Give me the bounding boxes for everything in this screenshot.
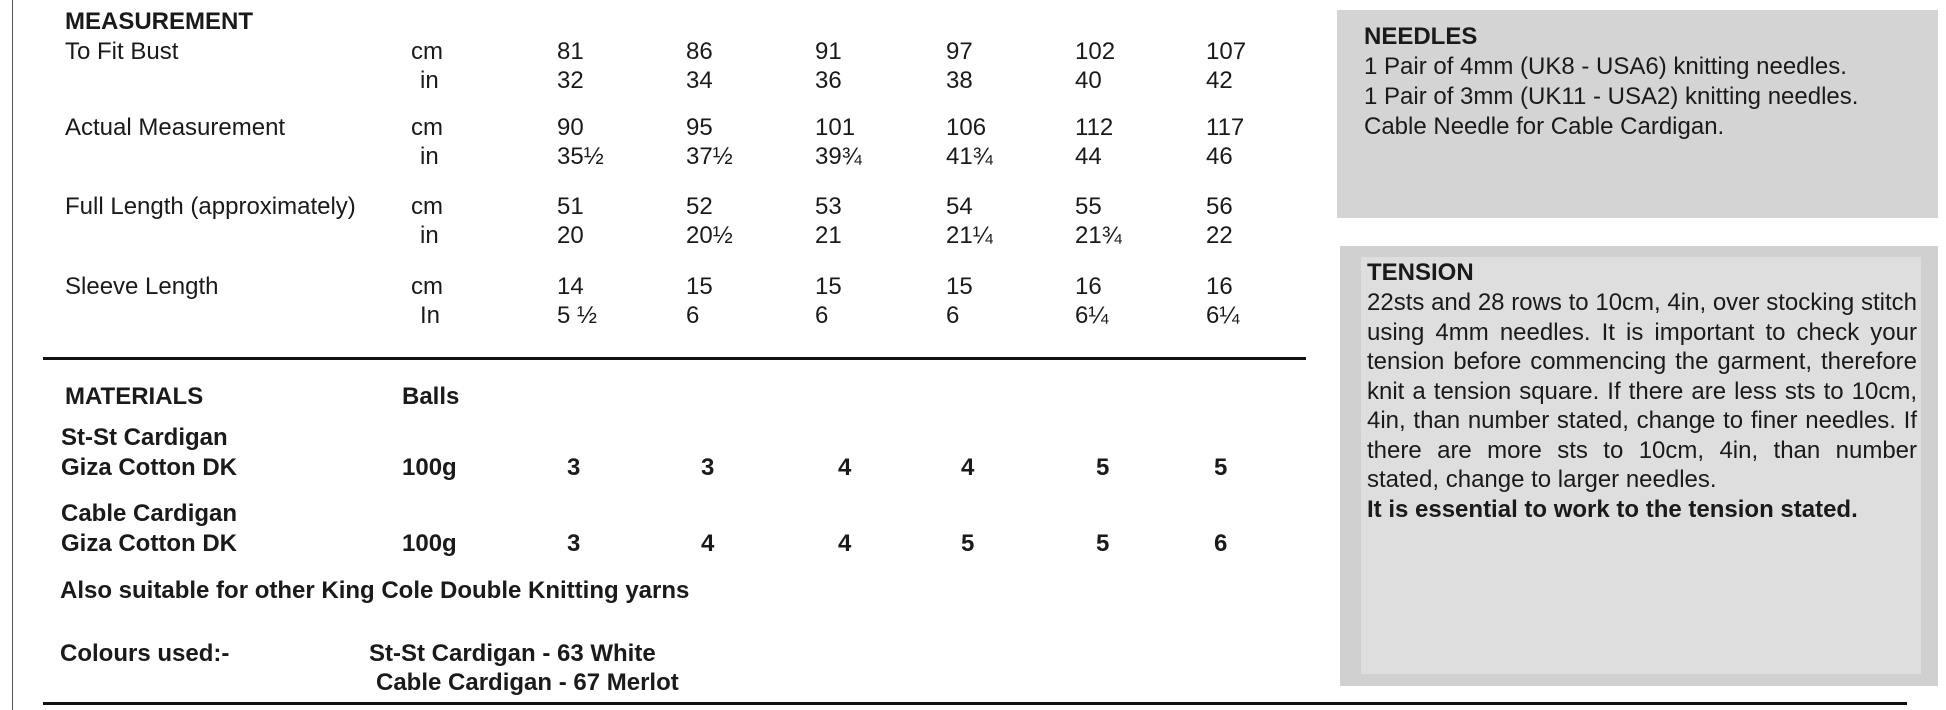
colour: Cable Cardigan - 67 Merlot: [376, 669, 679, 696]
colour: St-St Cardigan - 63 White: [369, 640, 656, 667]
size-value: 90: [557, 114, 584, 141]
ball-count: 5: [1096, 454, 1110, 481]
column-heading: Balls: [402, 383, 460, 410]
size-value: 44: [1075, 143, 1102, 170]
size-value: 20½: [686, 222, 733, 249]
size-value: 101: [815, 114, 856, 141]
ball-count: 5: [961, 530, 975, 557]
ball-count: 4: [838, 530, 852, 557]
needles-line: Cable Needle for Cable Cardigan.: [1364, 113, 1725, 140]
yarn-name: Giza Cotton DK: [61, 530, 237, 557]
ball-count: 4: [701, 530, 715, 557]
ball-count: 3: [567, 530, 581, 557]
size-value: 15: [815, 273, 842, 300]
row-label: Full Length (approximately): [65, 193, 356, 220]
yarn-name: St-St Cardigan: [61, 424, 228, 451]
size-value: 51: [557, 193, 584, 220]
yarn-weight: 100g: [402, 454, 457, 481]
size-value: 56: [1206, 193, 1233, 220]
size-value: 21¼: [946, 222, 993, 249]
unit: cm: [411, 114, 443, 141]
left-border: [12, 0, 13, 710]
size-value: 52: [686, 193, 713, 220]
tension-emphasis: It is essential to work to the tension s…: [1367, 495, 1858, 523]
section-heading: MEASUREMENT: [65, 8, 254, 35]
size-value: 16: [1206, 273, 1233, 300]
colours-label: Colours used:-: [60, 640, 230, 667]
size-value: 40: [1075, 67, 1102, 94]
size-value: 112: [1075, 114, 1114, 141]
size-value: 21: [815, 222, 842, 249]
ball-count: 4: [961, 454, 975, 481]
size-value: 6: [946, 302, 960, 329]
yarn-name: Giza Cotton DK: [61, 454, 237, 481]
yarn-name: Cable Cardigan: [61, 500, 238, 527]
size-value: 107: [1206, 38, 1247, 65]
size-value: 20: [557, 222, 584, 249]
size-value: 16: [1075, 273, 1102, 300]
row-label: To Fit Bust: [65, 38, 179, 65]
size-value: 91: [815, 38, 842, 65]
size-value: 21¾: [1075, 222, 1122, 249]
unit: in: [420, 143, 439, 170]
size-value: 102: [1075, 38, 1116, 65]
size-value: 6: [686, 302, 700, 329]
unit: in: [420, 222, 439, 249]
size-value: 41¾: [946, 143, 993, 170]
size-value: 15: [946, 273, 973, 300]
unit: cm: [411, 193, 443, 220]
size-value: 6: [815, 302, 829, 329]
size-value: 37½: [686, 143, 733, 170]
yarn-weight: 100g: [402, 530, 457, 557]
size-value: 97: [946, 38, 973, 65]
size-value: 14: [557, 273, 584, 300]
size-value: 55: [1075, 193, 1102, 220]
size-value: 36: [815, 67, 842, 94]
size-value: 117: [1206, 114, 1245, 141]
size-value: 46: [1206, 143, 1233, 170]
size-value: 54: [946, 193, 973, 220]
ball-count: 3: [701, 454, 715, 481]
size-value: 106: [946, 114, 987, 141]
box-heading: NEEDLES: [1364, 23, 1478, 50]
size-value: 53: [815, 193, 842, 220]
tension-body: 22sts and 28 rows to 10cm, 4in, over sto…: [1367, 289, 1917, 493]
bottom-rule: [43, 702, 1907, 705]
size-value: 15: [686, 273, 713, 300]
size-value: 35½: [557, 143, 604, 170]
size-value: 22: [1206, 222, 1233, 249]
tension-text: 22sts and 28 rows to 10cm, 4in, over sto…: [1367, 288, 1917, 524]
size-value: 6¼: [1206, 302, 1240, 329]
ball-count: 5: [1214, 454, 1228, 481]
materials-note: Also suitable for other King Cole Double…: [60, 577, 690, 604]
size-value: 34: [686, 67, 713, 94]
size-value: 81: [557, 38, 584, 65]
needles-line: 1 Pair of 3mm (UK11 - USA2) knitting nee…: [1364, 83, 1859, 110]
ball-count: 5: [1096, 530, 1110, 557]
size-value: 6¼: [1075, 302, 1109, 329]
unit: cm: [411, 273, 443, 300]
tension-inner-box: [1361, 257, 1921, 674]
needles-box: [1337, 10, 1938, 218]
ball-count: 3: [567, 454, 581, 481]
size-value: 39¾: [815, 143, 862, 170]
size-value: 42: [1206, 67, 1233, 94]
size-value: 86: [686, 38, 713, 65]
ball-count: 6: [1214, 530, 1228, 557]
size-value: 32: [557, 67, 584, 94]
needles-line: 1 Pair of 4mm (UK8 - USA6) knitting need…: [1364, 53, 1847, 80]
box-heading: TENSION: [1367, 259, 1474, 286]
row-label: Actual Measurement: [65, 114, 286, 141]
section-heading: MATERIALS: [65, 383, 204, 410]
size-value: 38: [946, 67, 973, 94]
unit: in: [420, 67, 439, 94]
unit: cm: [411, 38, 443, 65]
size-value: 95: [686, 114, 713, 141]
row-label: Sleeve Length: [65, 273, 219, 300]
section-rule: [43, 357, 1306, 360]
size-value: 5 ½: [557, 302, 598, 329]
ball-count: 4: [838, 454, 852, 481]
unit: In: [420, 302, 441, 329]
